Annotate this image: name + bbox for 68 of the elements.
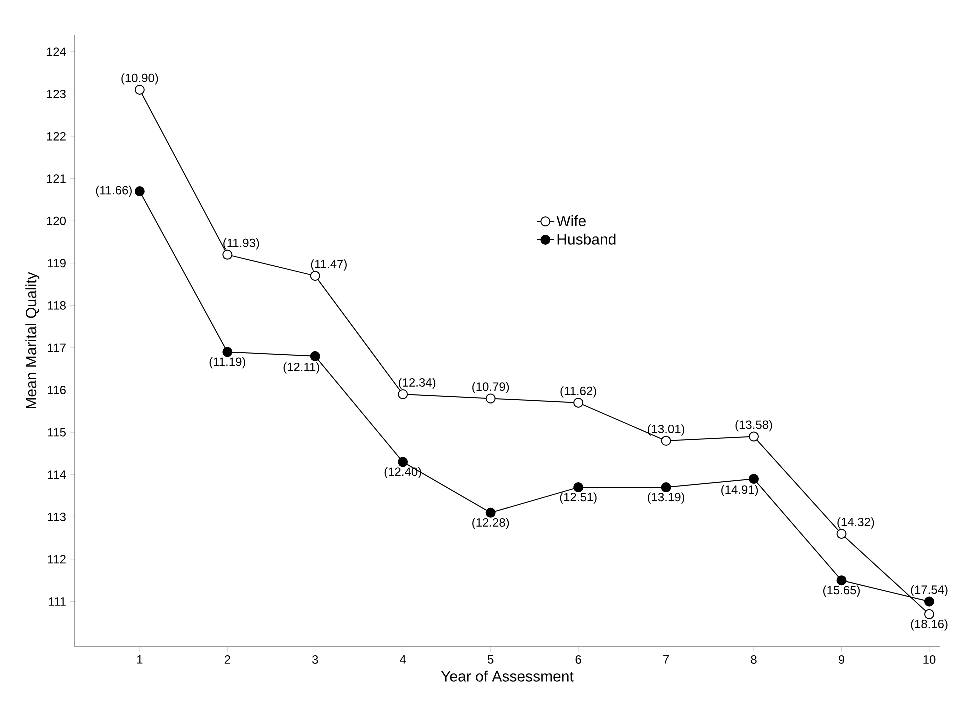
y-tick-label: 118	[48, 301, 66, 310]
x-tick-label: 7	[664, 656, 670, 664]
x-tick-label: 2	[224, 656, 230, 664]
annotation: (10.79)	[472, 382, 510, 394]
point	[749, 432, 760, 442]
x-tick-label: 1	[138, 656, 143, 664]
annotation: (18.16)	[911, 620, 948, 631]
point	[134, 186, 145, 196]
point	[661, 436, 672, 446]
y-tick-label: 113	[48, 512, 66, 522]
point	[310, 351, 320, 362]
annotation: (11.19)	[210, 357, 246, 369]
x-axis-title: Year of Assessment	[441, 670, 574, 682]
y-tick-label: 120	[47, 216, 66, 226]
annotation: (13.19)	[648, 492, 685, 504]
y-tick-label: 111	[49, 598, 66, 606]
legend-label: Wife	[556, 215, 586, 226]
point	[924, 609, 934, 620]
point	[486, 508, 496, 518]
legend-label: Husband	[558, 234, 616, 245]
point	[574, 398, 584, 408]
annotation: (11.66)	[96, 186, 132, 198]
annotation: (14.91)	[722, 485, 758, 496]
annotation: (13.01)	[648, 424, 685, 436]
x-tick-label: 5	[488, 656, 494, 664]
y-tick-label: 119	[48, 259, 66, 268]
y-tick-label: 114	[48, 470, 66, 479]
annotation: (17.54)	[911, 585, 948, 597]
point	[222, 250, 233, 260]
x-tick-label: 10	[924, 656, 936, 664]
point	[222, 347, 233, 358]
annotation: (14.32)	[838, 518, 874, 529]
annotation: (11.47)	[311, 260, 347, 271]
y-tick-label: 123	[47, 90, 66, 98]
annotation: (13.58)	[736, 420, 772, 432]
annotation: (12.40)	[384, 467, 422, 479]
annotation: (11.93)	[224, 238, 260, 250]
annotation: (12.11)	[284, 362, 320, 374]
y-tick-label: 116	[48, 386, 66, 395]
point	[134, 84, 145, 95]
y-tick-label: 117	[48, 344, 66, 352]
point	[836, 576, 847, 586]
point	[486, 394, 496, 404]
annotation: (12.28)	[472, 518, 510, 530]
annotation: (11.62)	[560, 386, 596, 398]
annotation: (10.90)	[122, 74, 158, 85]
y-tick-label: 124	[47, 48, 66, 56]
annotation: (12.34)	[399, 378, 436, 390]
y-tick-label: 122	[47, 132, 66, 141]
point	[749, 474, 760, 484]
annotation: (15.65)	[823, 586, 860, 597]
x-tick-label: 3	[312, 656, 318, 664]
point	[836, 529, 847, 540]
x-tick-label: 8	[751, 656, 757, 664]
point	[661, 482, 672, 493]
x-tick-label: 9	[838, 656, 845, 664]
x-tick-label: 4	[400, 656, 406, 664]
point	[310, 271, 320, 282]
y-tick-label: 115	[48, 428, 66, 437]
point	[924, 596, 934, 607]
y-tick-label: 121	[47, 174, 66, 183]
point	[574, 482, 584, 493]
annotation: (12.51)	[560, 492, 597, 504]
y-tick-label: 112	[48, 555, 66, 564]
x-tick-label: 6	[576, 656, 582, 664]
y-axis-title: Mean Marital Quality	[26, 272, 40, 409]
point	[398, 457, 408, 468]
point	[398, 390, 408, 400]
